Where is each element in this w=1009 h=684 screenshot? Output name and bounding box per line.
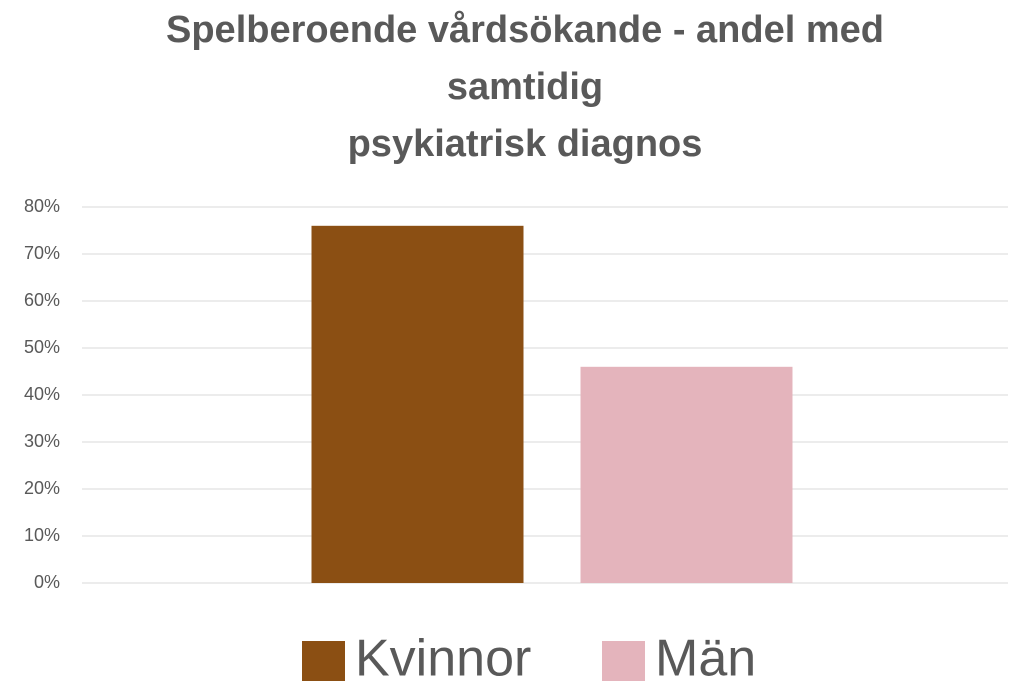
legend-label: Kvinnor: [355, 630, 531, 684]
y-tick-label: 20%: [24, 478, 60, 498]
legend-label: Män: [655, 630, 756, 684]
y-tick-label: 30%: [24, 431, 60, 451]
legend-swatch: [302, 641, 345, 681]
bar: [580, 366, 793, 583]
chart-title: Spelberoende vårdsökande - andel med: [166, 9, 884, 51]
y-tick-label: 70%: [24, 243, 60, 263]
chart-title: samtidig: [447, 66, 603, 108]
y-tick-label: 10%: [24, 525, 60, 545]
bar: [311, 225, 524, 584]
y-tick-label: 50%: [24, 337, 60, 357]
chart-title: psykiatrisk diagnos: [348, 123, 703, 165]
y-tick-label: 80%: [24, 196, 60, 216]
y-tick-label: 40%: [24, 384, 60, 404]
y-tick-label: 0%: [34, 572, 60, 592]
legend-swatch: [602, 641, 645, 681]
y-tick-label: 60%: [24, 290, 60, 310]
